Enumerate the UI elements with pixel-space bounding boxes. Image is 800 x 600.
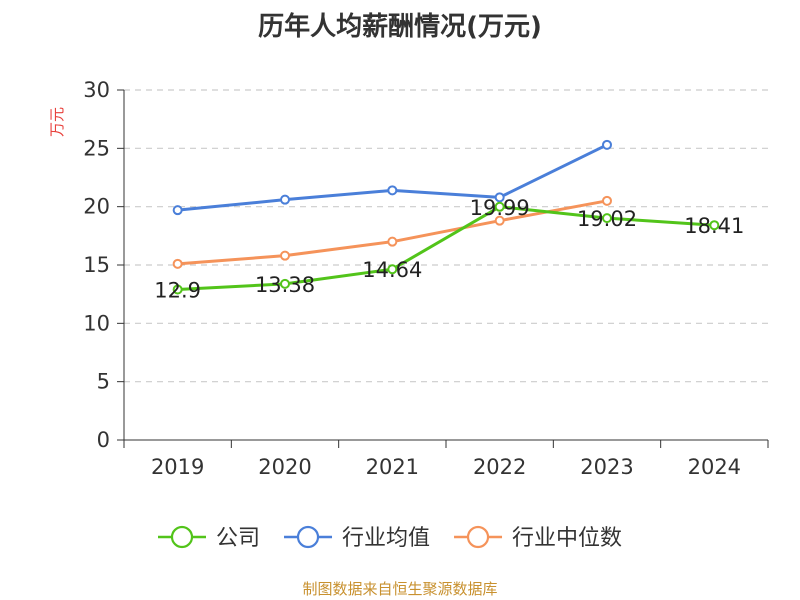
x-tick-label: 2023	[580, 455, 633, 479]
y-tick-label: 25	[83, 136, 110, 160]
series-0-point	[602, 213, 612, 224]
series-1-point	[280, 194, 290, 205]
y-tick-label: 0	[97, 428, 110, 452]
series-0-point	[280, 278, 290, 289]
x-tick-label: 2024	[688, 455, 741, 479]
legend-label: 公司	[216, 526, 260, 551]
series-2-point	[172, 258, 183, 269]
series-0-point	[172, 284, 183, 295]
data-label: 13.38	[255, 273, 315, 297]
series-1-line	[177, 143, 608, 212]
legend-swatch-marker	[466, 525, 490, 549]
series-0-point	[387, 264, 398, 275]
data-label: 19.02	[577, 207, 637, 231]
series-2-point	[387, 236, 398, 247]
y-tick-label: 10	[83, 311, 110, 335]
x-tick-label: 2022	[473, 455, 526, 479]
data-label: 14.64	[362, 258, 422, 282]
data-labels: 12.9 13.38 14.64 19.99 19.02 18.41	[154, 196, 744, 303]
series-1-point	[494, 192, 505, 203]
y-tick-label: 20	[83, 195, 110, 219]
x-tick-label: 2019	[151, 455, 204, 479]
legend-swatch-marker	[170, 525, 194, 549]
series-1-point	[387, 185, 398, 196]
legend-label: 行业均值	[342, 526, 430, 551]
series	[172, 139, 720, 295]
series-2-point	[280, 250, 290, 261]
legend-item[interactable]: 行业均值	[284, 525, 430, 551]
source-note: 制图数据来自恒生聚源数据库	[302, 580, 498, 598]
legend-swatch-marker	[296, 525, 320, 549]
legend-item[interactable]: 行业中位数	[454, 525, 622, 551]
data-label: 12.9	[154, 279, 201, 303]
x-tick-label: 2021	[366, 455, 419, 479]
y-axis-title: 万元	[48, 107, 66, 137]
x-tick-label: 2020	[258, 455, 311, 479]
y-tick-label: 30	[83, 78, 110, 102]
grid-lines	[124, 89, 768, 383]
series-2-point	[602, 195, 612, 206]
y-tick-label: 5	[97, 370, 110, 394]
series-1-point	[172, 205, 183, 216]
series-0-point	[494, 201, 505, 212]
data-label: 19.99	[470, 196, 530, 220]
series-2-point	[494, 215, 505, 226]
legend-item[interactable]: 公司	[158, 525, 260, 551]
data-label: 18.41	[684, 214, 744, 238]
series-0-point	[709, 220, 720, 231]
legend: 公司 行业均值 行业中位数	[158, 525, 622, 551]
legend-label: 行业中位数	[512, 526, 622, 551]
axes: 0 5 10 15 20 25 30 2019 2020 2021 2022 2023 2024	[83, 78, 769, 479]
y-tick-label: 15	[83, 253, 110, 277]
series-0-line	[177, 205, 715, 291]
series-1-point	[602, 139, 612, 150]
chart-title: 历年人均薪酬情况(万元)	[258, 12, 542, 42]
